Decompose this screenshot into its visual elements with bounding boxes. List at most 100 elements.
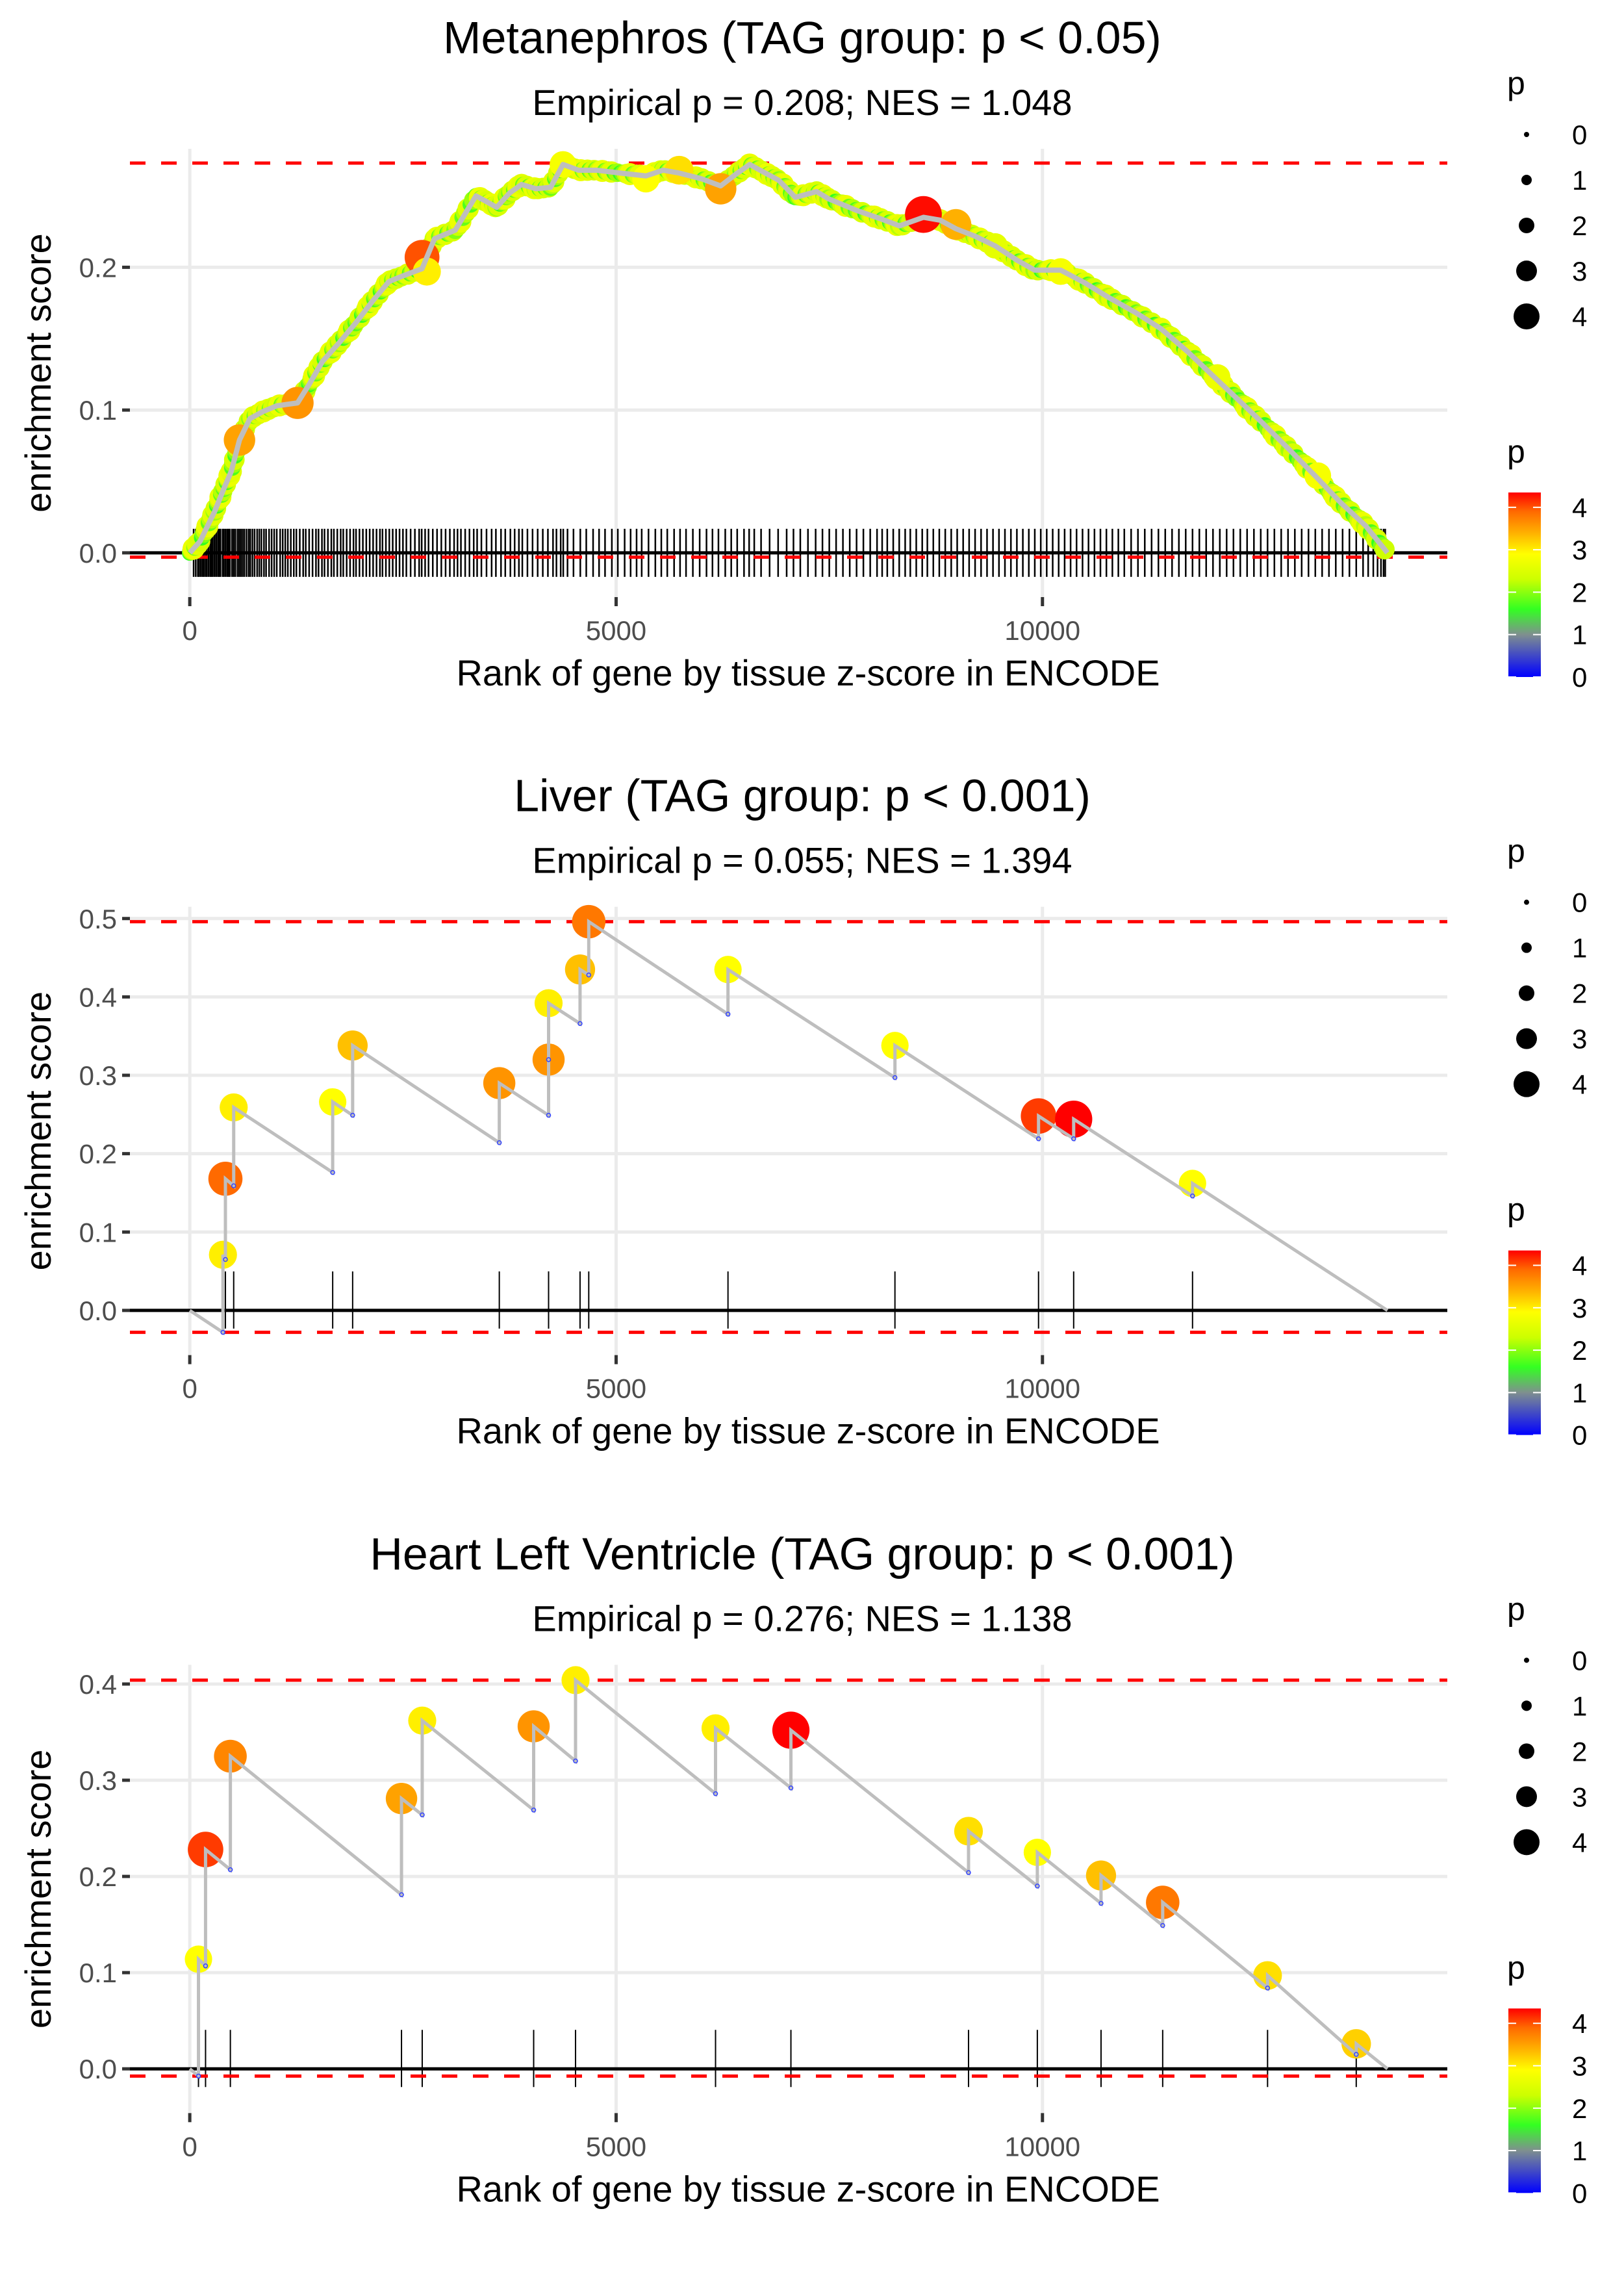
colorbar-label: 2 — [1572, 1335, 1587, 1366]
x-tick-label: 5000 — [586, 1373, 646, 1404]
x-tick-label: 5000 — [586, 2131, 646, 2162]
size-legend-key — [1516, 1028, 1537, 1049]
highlight-point — [412, 257, 441, 286]
trough-point — [350, 1112, 355, 1118]
trough-point — [713, 1791, 718, 1796]
trough-point — [227, 1867, 233, 1872]
size-legend-label: 1 — [1572, 933, 1587, 964]
size-legend-label: 2 — [1572, 978, 1587, 1009]
trough-point — [577, 1021, 583, 1027]
x-axis-label: Rank of gene by tissue z-score in ENCODE — [456, 1411, 1160, 1451]
y-axis-label: enrichment score — [18, 991, 58, 1271]
chart-title: Heart Left Ventricle (TAG group: p < 0.0… — [370, 1528, 1234, 1579]
y-axis-label: enrichment score — [18, 233, 58, 513]
running-sum-line — [188, 162, 1389, 555]
x-tick-label: 0 — [182, 615, 197, 646]
size-legend-label: 0 — [1572, 888, 1587, 918]
x-tick-label: 10000 — [1004, 615, 1080, 646]
legend: p 0 1 2 3 4 p 0 1 2 3 4 — [1507, 833, 1587, 1451]
trough-point — [231, 1183, 236, 1188]
trough-point — [966, 1870, 971, 1875]
y-tick-label: 0.4 — [79, 982, 117, 1012]
color-legend-title: p — [1507, 1192, 1525, 1228]
trough-point — [1190, 1194, 1195, 1199]
x-axis-label: Rank of gene by tissue z-score in ENCODE — [456, 2168, 1160, 2209]
trough-point — [788, 1785, 794, 1791]
trough-point — [725, 1012, 731, 1017]
y-tick-label: 0.4 — [79, 1669, 117, 1700]
panel-1: Liver (TAG group: p < 0.001) Empirical p … — [18, 771, 1587, 1451]
trough-point — [1035, 1136, 1041, 1142]
y-tick-label: 0.0 — [79, 1296, 117, 1326]
x-tick-label: 5000 — [586, 615, 646, 646]
y-tick-label: 0.5 — [79, 904, 117, 934]
size-legend-key — [1524, 1657, 1529, 1663]
y-tick-label: 0.0 — [79, 538, 117, 568]
colorbar-label: 3 — [1572, 1293, 1587, 1323]
trough-point — [546, 1112, 552, 1118]
y-tick-label: 0.2 — [79, 1139, 117, 1169]
colorbar-label: 4 — [1572, 2008, 1587, 2039]
chart-subtitle: Empirical p = 0.055; NES = 1.394 — [532, 840, 1072, 881]
colorbar-label: 4 — [1572, 492, 1587, 523]
colorbar — [1508, 1250, 1541, 1435]
legend: p 0 1 2 3 4 p 0 1 2 3 4 — [1507, 65, 1587, 693]
y-tick-label: 0.1 — [79, 1217, 117, 1247]
size-legend-key — [1521, 942, 1532, 953]
y-tick-label: 0.3 — [79, 1765, 117, 1796]
size-legend-label: 2 — [1572, 1736, 1587, 1767]
size-legend-label: 4 — [1572, 1069, 1587, 1100]
size-legend-label: 1 — [1572, 1691, 1587, 1721]
trough-point — [220, 1329, 225, 1335]
size-legend-label: 4 — [1572, 301, 1587, 332]
trough-point — [1265, 1986, 1271, 1991]
trough-point — [330, 1169, 335, 1175]
colorbar-label: 0 — [1572, 1420, 1587, 1451]
highlight-point — [632, 165, 660, 193]
size-legend-key — [1516, 1786, 1537, 1808]
trough-point — [586, 972, 592, 978]
colorbar-label: 3 — [1572, 535, 1587, 565]
size-legend-key — [1524, 132, 1529, 137]
colorbar-label: 1 — [1572, 1377, 1587, 1408]
chart-subtitle: Empirical p = 0.208; NES = 1.048 — [532, 82, 1072, 123]
size-legend-key — [1519, 1743, 1534, 1759]
size-legend-key — [1519, 218, 1534, 233]
colorbar-label: 2 — [1572, 577, 1587, 607]
size-legend-label: 3 — [1572, 256, 1587, 287]
size-legend-key — [1524, 899, 1529, 905]
chart-subtitle: Empirical p = 0.276; NES = 1.138 — [532, 1598, 1072, 1639]
colorbar-label: 0 — [1572, 2178, 1587, 2208]
size-legend-label: 2 — [1572, 211, 1587, 241]
size-legend-label: 0 — [1572, 120, 1587, 150]
trough-point — [203, 1963, 209, 1969]
x-tick-label: 10000 — [1004, 1373, 1080, 1404]
trough-point — [1098, 1900, 1104, 1906]
colorbar — [1508, 2008, 1541, 2193]
trough-point — [1071, 1136, 1076, 1142]
trough-point — [196, 2073, 201, 2079]
legend: p 0 1 2 3 4 p 0 1 2 3 4 — [1507, 1591, 1587, 2208]
color-legend-title: p — [1507, 433, 1525, 470]
trough-point — [223, 1257, 228, 1262]
y-tick-label: 0.1 — [79, 1958, 117, 1988]
highlight-point — [905, 196, 942, 233]
size-legend-key — [1514, 1829, 1540, 1856]
trough-point — [1160, 1923, 1165, 1928]
colorbar-label: 4 — [1572, 1251, 1587, 1281]
trough-point — [496, 1140, 502, 1145]
size-legend-title: p — [1507, 833, 1525, 869]
size-legend-key — [1514, 1071, 1540, 1097]
colorbar-label: 1 — [1572, 2136, 1587, 2166]
colorbar-label: 3 — [1572, 2050, 1587, 2081]
y-tick-label: 0.2 — [79, 1861, 117, 1892]
size-legend-label: 1 — [1572, 165, 1587, 196]
colorbar — [1508, 492, 1541, 677]
panel-2: Heart Left Ventricle (TAG group: p < 0.0… — [18, 1528, 1587, 2209]
x-axis-label: Rank of gene by tissue z-score in ENCODE — [456, 652, 1160, 693]
colorbar-label: 1 — [1572, 620, 1587, 650]
y-axis-label: enrichment score — [18, 1750, 58, 2029]
size-legend-key — [1521, 175, 1532, 185]
size-legend-label: 4 — [1572, 1827, 1587, 1858]
